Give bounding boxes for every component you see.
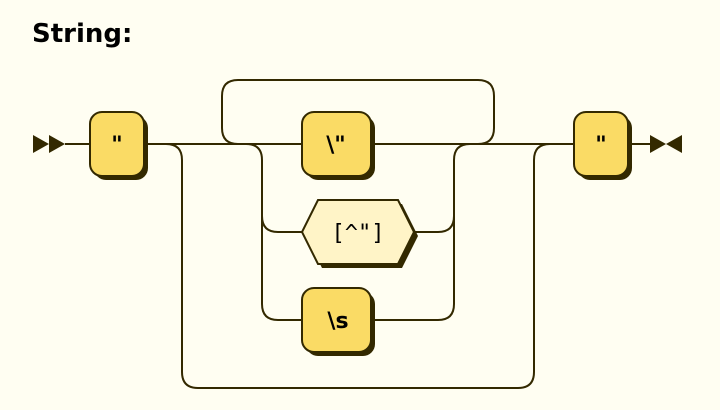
end-marker-icon [650,135,682,153]
whitespace-terminal: \s [301,287,375,356]
close-quote-terminal: " [573,111,632,180]
escaped-quote-label: \" [326,133,346,158]
diagram-title: String: [32,19,133,49]
not-quote-character-class: [^"] [300,199,418,268]
open-quote-terminal: " [89,111,148,180]
escaped-quote-terminal: \" [301,111,375,180]
start-marker-icon [33,135,65,153]
open-quote-label: " [111,133,122,158]
whitespace-label: \s [327,309,348,334]
connector-lines [65,79,650,389]
close-quote-label: " [595,133,606,158]
not-quote-label: [^"] [332,221,385,246]
